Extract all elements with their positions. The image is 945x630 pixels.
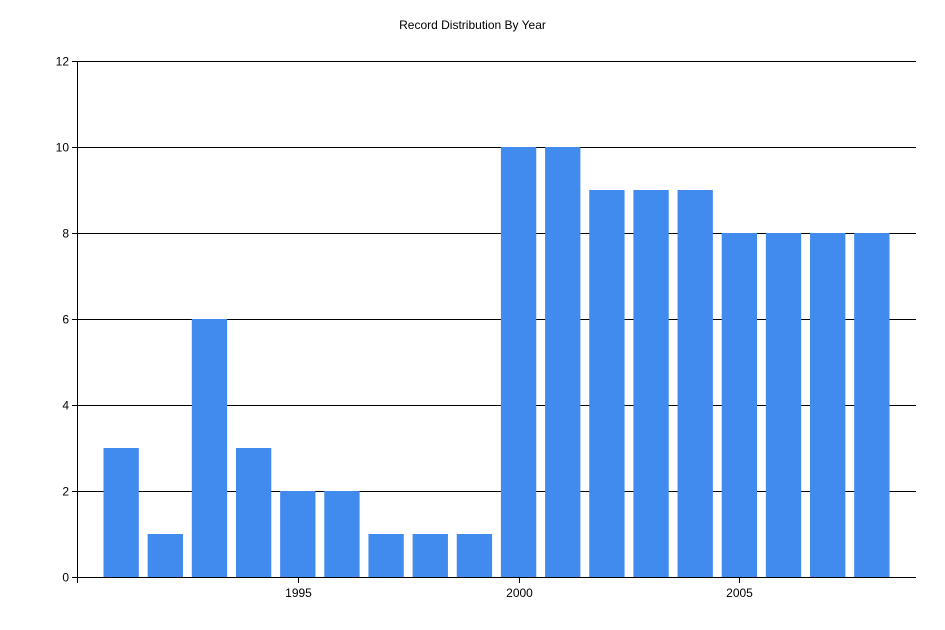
y-tick-label: 2	[62, 485, 69, 499]
bar-2007	[810, 233, 846, 577]
bar-1997	[368, 534, 404, 577]
x-tick-label: 2000	[506, 586, 533, 600]
chart-title: Record Distribution By Year	[399, 18, 546, 32]
bar-1999	[456, 534, 493, 577]
y-tick-label: 6	[62, 313, 69, 327]
bar-2003	[633, 190, 669, 577]
x-tick-label: 2005	[726, 586, 753, 600]
y-tick-label: 10	[56, 141, 70, 155]
bar-1996	[324, 491, 360, 577]
y-tick-label: 0	[62, 571, 69, 585]
bar-2006	[765, 233, 802, 577]
bar-2008	[854, 233, 890, 577]
y-tick-label: 12	[56, 55, 70, 69]
bars	[103, 147, 890, 577]
bar-2005	[721, 233, 758, 577]
bar-1992	[147, 534, 183, 577]
y-tick-label: 4	[62, 399, 69, 413]
bar-1993	[191, 319, 228, 577]
bar-2001	[545, 147, 581, 577]
axes: 0 2 4 6 8 10 12 1995 2000 2005	[56, 55, 916, 600]
y-tick-label: 8	[62, 227, 69, 241]
bar-1991	[103, 448, 139, 577]
bar-2004	[677, 190, 713, 577]
bar-2002	[589, 190, 625, 577]
bar-1994	[235, 448, 272, 577]
bar-1998	[412, 534, 448, 577]
bar-1995	[280, 491, 316, 577]
x-tick-label: 1995	[285, 586, 312, 600]
bar-2000	[500, 147, 537, 577]
